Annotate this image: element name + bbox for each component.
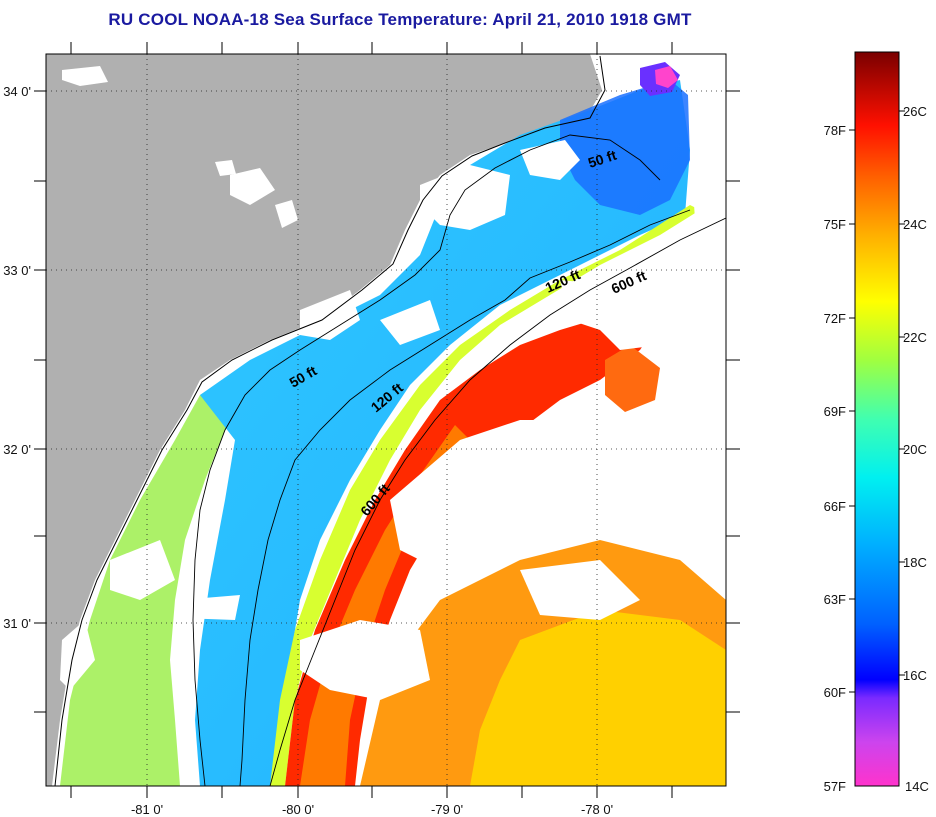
map-title: RU COOL NOAA-18 Sea Surface Temperature:… xyxy=(108,10,692,29)
colorbar-f-label: 66F xyxy=(824,499,846,514)
contour-50ft xyxy=(192,134,661,786)
coastline xyxy=(54,55,606,786)
lon-label: -81 0' xyxy=(131,802,163,817)
shelf-break-front xyxy=(270,205,700,786)
colorbar-c-label: 26C xyxy=(903,104,927,119)
lon-label: -80 0' xyxy=(282,802,314,817)
colorbar-f-label: 78F xyxy=(824,123,846,138)
colorbar-f-label: 60F xyxy=(824,685,846,700)
lon-label: -78 0' xyxy=(581,802,613,817)
contour-600ft xyxy=(269,217,726,786)
lat-label: 33 0' xyxy=(3,263,31,278)
lat-label: 31 0' xyxy=(3,616,31,631)
colorbar-f-label: 75F xyxy=(824,217,846,232)
offshore-warm-patch xyxy=(605,345,660,412)
colorbar-c-label: 16C xyxy=(903,668,927,683)
colorbar-f-label: 72F xyxy=(824,311,846,326)
offshore-yellow-region xyxy=(470,610,726,786)
cloud-cover xyxy=(60,66,726,700)
colorbar-c-label: 22C xyxy=(903,330,927,345)
colorbar-f-label: 69F xyxy=(824,404,846,419)
lon-label: -79 0' xyxy=(431,802,463,817)
colorbar-f-label: 63F xyxy=(824,592,846,607)
map-border xyxy=(45,53,727,787)
colorbar-c-label: 24C xyxy=(903,217,927,232)
colorbar-f-label: 57F xyxy=(824,779,846,794)
axis-ticks xyxy=(34,42,740,798)
pink-patch xyxy=(655,66,678,88)
colorbar xyxy=(854,51,900,787)
gulf-stream-edge xyxy=(300,425,470,786)
contour-120ft xyxy=(239,209,691,786)
shelf-water xyxy=(195,80,690,786)
colorbar-ticks xyxy=(849,110,905,693)
land-mass xyxy=(46,54,602,786)
colorbar-c-label: 18C xyxy=(903,555,927,570)
lat-label: 32 0' xyxy=(3,442,31,457)
colorbar-c-label: 20C xyxy=(903,442,927,457)
lat-label: 34 0' xyxy=(3,84,31,99)
map-gridlines xyxy=(46,54,726,786)
colorbar-c-label: 14C xyxy=(905,779,929,794)
map-layers xyxy=(46,54,726,786)
